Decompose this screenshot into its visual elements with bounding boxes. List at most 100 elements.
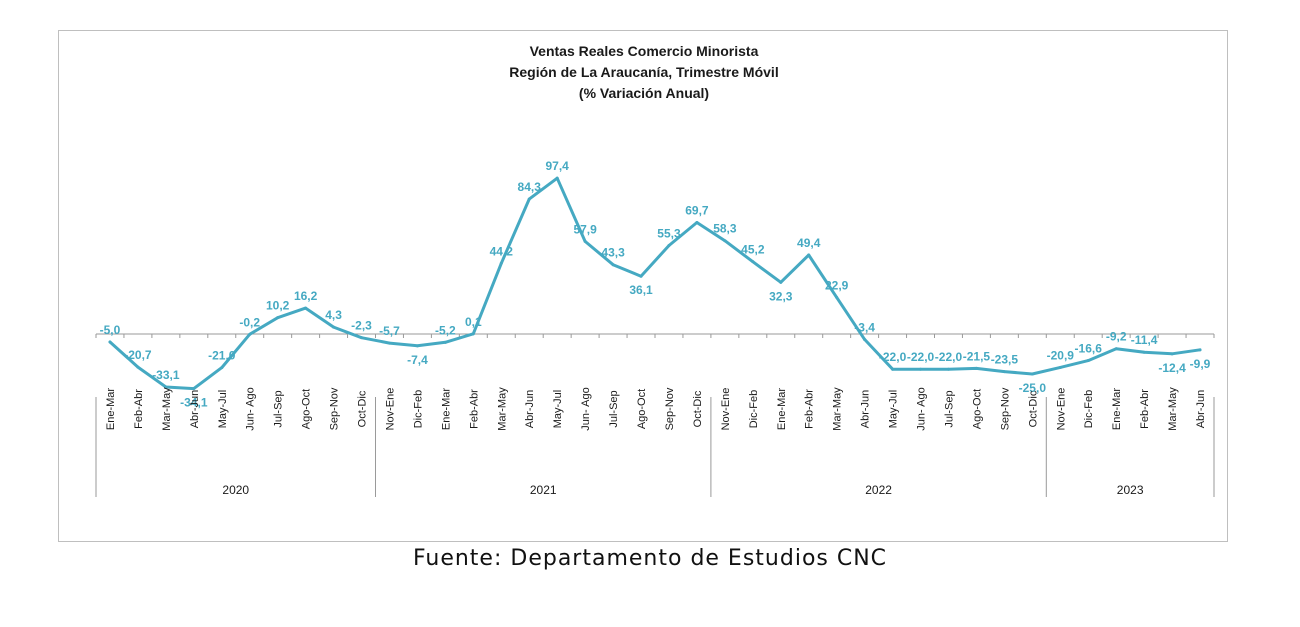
- data-label: -11,4: [1131, 333, 1158, 347]
- data-point: [807, 253, 811, 257]
- data-label: 32,3: [769, 289, 793, 303]
- category-tick-label: Jul-Sep: [943, 390, 955, 427]
- data-label: -22,0: [935, 350, 963, 364]
- category-tick-label: Feb-Abr: [804, 389, 816, 429]
- category-tick-label: Abr-Jun: [860, 390, 872, 429]
- year-group-label: 2021: [530, 483, 557, 497]
- data-point: [527, 197, 531, 201]
- data-label-layer: -5,0-20,7-33,1-34,1-21,0-0,210,216,24,3-…: [100, 159, 1211, 409]
- data-point: [695, 220, 699, 224]
- data-label: -12,4: [1158, 361, 1186, 375]
- category-tick-label: Ene-Mar: [105, 388, 117, 431]
- data-label: 4,3: [325, 308, 342, 322]
- category-tick-label: Dic-Feb: [748, 390, 760, 429]
- data-point: [723, 239, 727, 243]
- data-point: [1170, 352, 1174, 356]
- year-group-label: 2020: [222, 483, 249, 497]
- data-point: [164, 385, 168, 389]
- data-label: -0,2: [239, 315, 260, 329]
- data-label: 0,1: [465, 315, 482, 329]
- data-point: [611, 263, 615, 267]
- data-point: [919, 367, 923, 371]
- category-tick-label: Abr-Jun: [189, 390, 201, 429]
- category-tick-label: Dic-Feb: [412, 390, 424, 429]
- category-tick-label: Oct-Dic: [357, 390, 369, 427]
- data-point: [499, 261, 503, 265]
- data-label: -9,2: [1106, 330, 1127, 344]
- category-tick-label: Jul-Sep: [608, 390, 620, 427]
- category-tick-label: May-Jul: [217, 390, 229, 429]
- data-point: [1058, 365, 1062, 369]
- data-label: 10,2: [266, 299, 290, 313]
- data-label: 57,9: [573, 222, 597, 236]
- data-label: 49,4: [797, 236, 821, 250]
- data-label: 97,4: [545, 159, 569, 173]
- data-point: [1086, 359, 1090, 363]
- chart-title-line-1: Ventas Reales Comercio Minorista: [530, 43, 759, 59]
- category-tick-label: Feb-Abr: [1139, 389, 1151, 429]
- category-tick-label: Jul-Sep: [273, 390, 285, 427]
- data-point: [779, 280, 783, 284]
- category-tick-label: Ago-Oct: [971, 389, 983, 429]
- data-point: [1198, 348, 1202, 352]
- data-label: -21,0: [208, 349, 236, 363]
- category-tick-label: Jun- Ago: [245, 387, 257, 430]
- category-tick-label: Ene-Mar: [776, 388, 788, 431]
- data-point: [304, 306, 308, 310]
- year-group-label: 2023: [1117, 483, 1144, 497]
- data-point: [639, 274, 643, 278]
- data-label: -9,9: [1190, 357, 1211, 371]
- category-tick-label: Sep-Nov: [329, 387, 341, 430]
- category-tick-layer: Ene-Mar Feb-Abr Mar-May Abr-Jun May-Jul Jun- …: [105, 387, 1207, 431]
- series-line-layer: [108, 176, 1202, 391]
- data-label: -7,4: [407, 353, 428, 367]
- chart-title-line-2: Región de La Araucanía, Trimestre Móvil: [509, 64, 778, 80]
- category-tick-label: Mar-May: [1167, 387, 1179, 431]
- category-tick-label: Nov-Ene: [720, 388, 732, 431]
- series-line: [108, 176, 1202, 391]
- data-label: 55,3: [657, 227, 681, 241]
- category-tick-label: Oct-Dic: [1027, 390, 1039, 427]
- data-label: 69,7: [685, 203, 709, 217]
- data-point: [248, 332, 252, 336]
- data-point: [332, 325, 336, 329]
- data-label: -3,4: [854, 320, 875, 334]
- data-label: -5,0: [100, 323, 121, 337]
- category-tick-label: Oct-Dic: [692, 390, 704, 427]
- category-tick-label: Feb-Abr: [133, 389, 145, 429]
- data-label: -16,6: [1075, 342, 1103, 356]
- data-label: -22,0: [879, 350, 907, 364]
- data-point: [220, 366, 224, 370]
- data-point: [835, 295, 839, 299]
- data-point: [387, 341, 391, 345]
- category-tick-label: Sep-Nov: [664, 387, 676, 430]
- chart-frame: Ventas Reales Comercio Minorista Región …: [58, 30, 1228, 542]
- data-point: [415, 344, 419, 348]
- category-tick-label: Ene-Mar: [440, 388, 452, 431]
- data-point: [471, 332, 475, 336]
- data-point: [555, 176, 559, 180]
- data-label: 43,3: [601, 246, 625, 260]
- category-tick-label: Abr-Jun: [1195, 390, 1207, 429]
- data-point: [108, 340, 112, 344]
- data-point: [863, 337, 867, 341]
- data-label: -25,0: [1019, 381, 1047, 395]
- category-tick-label: Dic-Feb: [1083, 390, 1095, 429]
- data-point: [583, 239, 587, 243]
- category-tick-label: Jun- Ago: [580, 387, 592, 430]
- data-point: [891, 367, 895, 371]
- category-tick-label: Mar-May: [161, 387, 173, 431]
- data-label: -34,1: [180, 396, 208, 410]
- data-point: [751, 260, 755, 264]
- data-point: [1030, 372, 1034, 376]
- data-label: 44,2: [490, 244, 514, 258]
- category-tick-label: Ago-Oct: [301, 389, 313, 429]
- category-tick-label: Nov-Ene: [384, 388, 396, 431]
- data-label: 36,1: [629, 283, 653, 297]
- category-tick-label: May-Jul: [552, 390, 564, 429]
- data-point: [1002, 370, 1006, 374]
- data-point: [360, 336, 364, 340]
- year-group-label: 2022: [865, 483, 892, 497]
- data-label: -20,7: [124, 348, 152, 362]
- data-label: 16,2: [294, 289, 318, 303]
